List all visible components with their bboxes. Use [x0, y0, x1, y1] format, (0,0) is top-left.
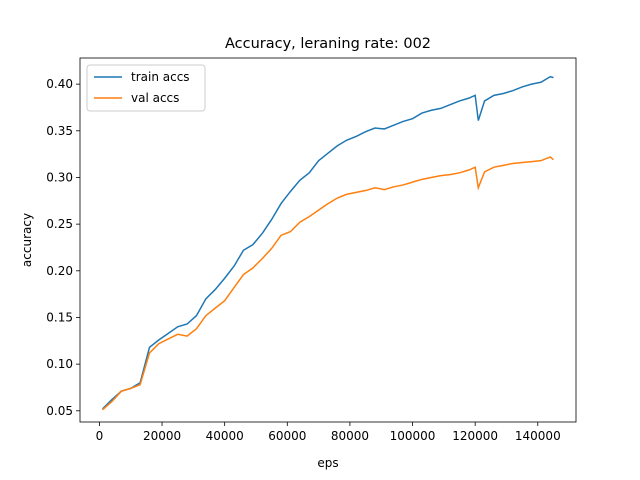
- x-tick-label: 0: [96, 429, 104, 443]
- legend-label: train accs: [131, 70, 190, 84]
- y-tick-label: 0.25: [46, 217, 73, 231]
- x-tick-label: 100000: [390, 429, 436, 443]
- x-tick-label: 120000: [452, 429, 498, 443]
- x-tick-label: 140000: [515, 429, 561, 443]
- y-tick-label: 0.20: [46, 264, 73, 278]
- y-tick-label: 0.30: [46, 170, 73, 184]
- line: [102, 156, 554, 411]
- y-tick-label: 0.05: [46, 404, 73, 418]
- line: [102, 75, 554, 410]
- x-tick-label: 20000: [143, 429, 181, 443]
- legend-label: val accs: [131, 91, 179, 105]
- x-tick-label: 40000: [206, 429, 244, 443]
- x-tick-label: 60000: [268, 429, 306, 443]
- y-axis-label: accuracy: [20, 213, 34, 267]
- y-tick-label: 0.10: [46, 357, 73, 371]
- y-tick-label: 0.40: [46, 77, 73, 91]
- x-tick-label: 80000: [331, 429, 369, 443]
- plot-frame: [79, 57, 577, 423]
- chart-title: Accuracy, leraning rate: 002: [225, 36, 431, 52]
- y-tick-label: 0.35: [46, 124, 73, 138]
- y-tick-label: 0.15: [46, 310, 73, 324]
- x-axis-label: eps: [317, 456, 338, 470]
